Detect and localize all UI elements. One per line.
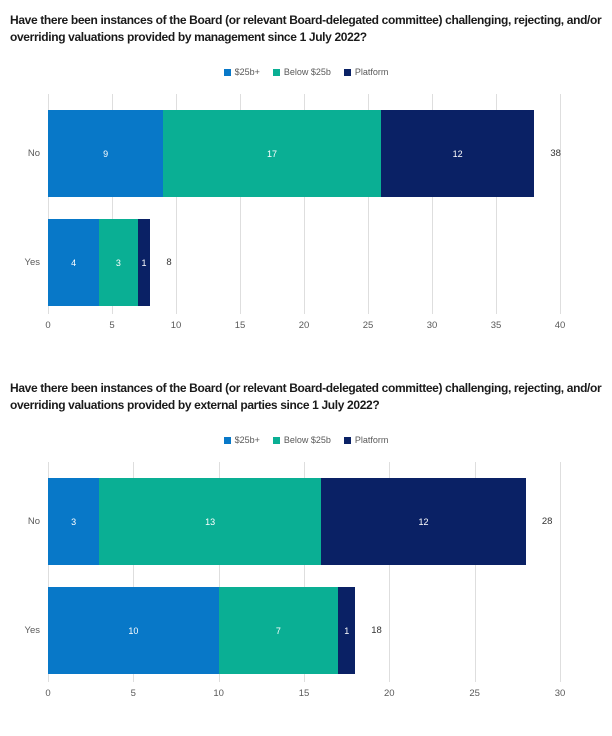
gridline-10 — [176, 94, 177, 314]
x-tick-label-25: 25 — [362, 320, 374, 331]
bar-segment-below-25b: 7 — [218, 587, 339, 674]
bar-segment-below-25b: 3 — [99, 219, 138, 306]
legend-item-25b: $25b+ — [223, 67, 260, 77]
gridline-5 — [112, 94, 113, 314]
chart-title: Have there been instances of the Board (… — [10, 13, 602, 44]
bar-row-yes: 4 3 1 — [48, 219, 151, 306]
legend-swatch-25b — [223, 68, 231, 76]
bar-row-no: 3 13 12 — [48, 478, 526, 565]
x-tick-label-10: 10 — [213, 688, 224, 699]
gridline-25 — [368, 94, 369, 314]
bar-segment-25b: 4 — [48, 219, 100, 306]
category-label-no: No — [27, 148, 40, 159]
x-tick-label-20: 20 — [298, 320, 310, 331]
legend-swatch-below-25b — [272, 68, 280, 76]
legend-swatch-platform — [343, 68, 351, 76]
legend-label: $25b+ — [234, 67, 260, 77]
gridline-25 — [474, 462, 476, 682]
chart-legend: $25b+ Below $25b Platform — [0, 435, 612, 445]
bar-row-yes: 10 7 1 — [48, 587, 356, 674]
gridline-35 — [496, 94, 497, 314]
segment-value-label: 9 — [103, 148, 109, 159]
legend-item-platform: Platform — [343, 435, 389, 445]
total-label-no: 28 — [541, 516, 553, 527]
segment-value-label: 4 — [71, 257, 77, 268]
segment-value-label: 1 — [141, 257, 147, 268]
gridline-15 — [240, 94, 241, 314]
gridline-15 — [304, 462, 305, 682]
segment-value-label: 3 — [71, 516, 77, 527]
legend-item-platform: Platform — [343, 67, 389, 77]
chart-legend: $25b+ Below $25b Platform — [0, 67, 612, 77]
gridline-0 — [48, 462, 49, 682]
x-tick-label-15: 15 — [234, 320, 246, 331]
category-label-no: No — [27, 516, 40, 527]
chart-block-management: Have there been instances of the Board (… — [0, 13, 612, 331]
bar-row-no: 9 17 12 — [48, 110, 535, 197]
bar-segment-25b: 9 — [48, 110, 164, 197]
legend-label: Below $25b — [283, 435, 331, 445]
category-label-yes: Yes — [24, 257, 41, 268]
x-tick-label-0: 0 — [45, 688, 51, 699]
legend-item-below-25b: Below $25b — [272, 435, 331, 445]
legend-item-25b: $25b+ — [223, 435, 260, 445]
plot-area: 0 5 10 15 20 25 30 35 40 No 9 17 12 38 Yes 4 3 1 8 — [25, 94, 565, 331]
gridline-0 — [48, 94, 49, 314]
gridline-20 — [389, 462, 391, 682]
legend-item-below-25b: Below $25b — [272, 67, 331, 77]
gridline-30 — [432, 94, 433, 314]
segment-value-label: 1 — [344, 625, 350, 636]
gridline-40 — [560, 94, 561, 314]
legend-swatch-below-25b — [272, 436, 280, 444]
x-tick-label-15: 15 — [298, 688, 310, 699]
segment-value-label: 10 — [128, 625, 139, 636]
category-label-yes: Yes — [24, 625, 41, 636]
bar-segment-platform: 12 — [380, 110, 535, 197]
x-tick-label-25: 25 — [469, 688, 480, 699]
x-tick-label-40: 40 — [554, 320, 566, 331]
total-label-yes: 18 — [371, 625, 382, 636]
bar-segment-platform: 1 — [137, 219, 151, 306]
gridline-30 — [560, 462, 561, 682]
gridline-20 — [304, 94, 305, 314]
x-tick-label-0: 0 — [45, 320, 51, 331]
x-tick-label-30: 30 — [554, 688, 566, 699]
chart-block-external-parties: Have there been instances of the Board (… — [0, 368, 612, 736]
x-tick-label-10: 10 — [170, 320, 182, 331]
segment-value-label: 3 — [115, 257, 121, 268]
x-tick-label-30: 30 — [426, 320, 438, 331]
x-tick-label-5: 5 — [130, 688, 136, 699]
x-tick-label-20: 20 — [384, 688, 395, 699]
chart-title: Have there been instances of the Board (… — [10, 381, 602, 412]
legend-label: Platform — [354, 67, 389, 77]
bar-segment-25b: 3 — [48, 478, 100, 565]
total-label-no: 38 — [550, 148, 561, 159]
segment-value-label: 13 — [205, 516, 216, 527]
total-label-yes: 8 — [166, 257, 172, 268]
bar-segment-below-25b: 17 — [163, 110, 381, 197]
bar-segment-25b: 10 — [48, 587, 219, 674]
plot-area: 0 5 10 15 20 25 30 No 3 13 12 28 Yes 10 7 1 18 — [25, 462, 565, 699]
gridline-10 — [218, 462, 220, 682]
legend-label: Platform — [354, 435, 389, 445]
bar-segment-platform: 12 — [321, 478, 526, 565]
legend-label: Below $25b — [283, 67, 331, 77]
segment-value-label: 12 — [452, 148, 463, 159]
x-tick-label-35: 35 — [490, 320, 502, 331]
legend-swatch-25b — [223, 436, 231, 444]
segment-value-label: 12 — [418, 516, 429, 527]
bar-segment-platform: 1 — [338, 587, 356, 674]
legend-label: $25b+ — [234, 435, 260, 445]
x-tick-label-5: 5 — [109, 320, 115, 331]
segment-value-label: 7 — [275, 625, 281, 636]
bar-segment-below-25b: 13 — [99, 478, 322, 565]
legend-swatch-platform — [343, 436, 351, 444]
segment-value-label: 17 — [266, 148, 277, 159]
gridline-5 — [133, 462, 135, 682]
